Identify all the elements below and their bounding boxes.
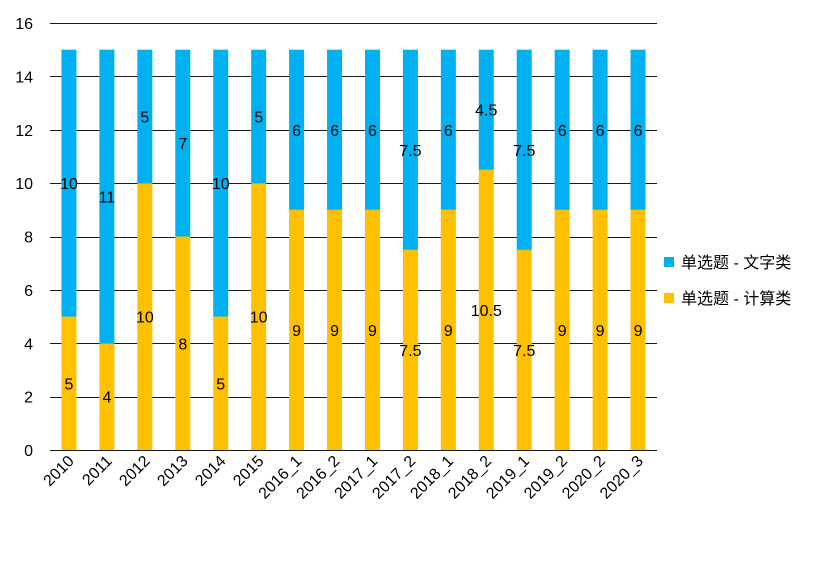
bar-segment bbox=[516, 49, 532, 250]
bar-segment bbox=[99, 49, 115, 344]
bar-segment bbox=[516, 249, 532, 450]
x-axis-tick-labels: 2010 2011 2012 2013 2014 20152016_12016_22017… bbox=[41, 453, 647, 503]
legend-item: 单选题 - 文字类 bbox=[664, 254, 791, 272]
legend-swatch bbox=[664, 257, 674, 267]
data-label: 11 bbox=[99, 189, 116, 206]
y-tick-label: 14 bbox=[15, 69, 33, 86]
y-tick-label: 16 bbox=[15, 16, 33, 33]
bar-segment bbox=[175, 236, 191, 450]
data-label: 10 bbox=[136, 310, 154, 327]
bar-segment bbox=[327, 49, 343, 210]
x-tick-label: 2013 bbox=[154, 453, 191, 490]
y-tick-label: 0 bbox=[24, 443, 33, 460]
bar-segment bbox=[364, 49, 380, 210]
data-label: 9 bbox=[596, 323, 605, 340]
bar-segment bbox=[554, 209, 570, 450]
data-label: 9 bbox=[368, 323, 377, 340]
y-tick-label: 10 bbox=[15, 176, 33, 193]
data-label: 6 bbox=[368, 123, 377, 140]
data-label: 10.5 bbox=[471, 303, 502, 320]
data-label: 9 bbox=[558, 323, 567, 340]
data-label: 9 bbox=[444, 323, 453, 340]
bar-segment bbox=[289, 49, 305, 210]
bar-segment bbox=[478, 169, 494, 450]
bar-segment bbox=[175, 49, 191, 237]
y-tick-label: 2 bbox=[24, 390, 33, 407]
data-label: 6 bbox=[292, 123, 301, 140]
data-label: 8 bbox=[178, 336, 187, 353]
data-label: 9 bbox=[292, 323, 301, 340]
bar-segment bbox=[61, 49, 77, 317]
bar-segment bbox=[251, 49, 267, 184]
data-labels: 5 10 4 11 10 5 8 7 5 10 10 5 9 6 9 6 9 6 7.5 7.5 9 6 10.5 4.5 7.… bbox=[60, 103, 643, 407]
x-tick-label: 2011 bbox=[79, 453, 115, 489]
bar-segment bbox=[402, 49, 418, 250]
y-tick-label: 8 bbox=[24, 230, 33, 247]
bars bbox=[61, 49, 646, 450]
data-label: 5 bbox=[140, 109, 149, 126]
legend-swatch bbox=[664, 293, 674, 303]
bar-segment bbox=[592, 49, 608, 210]
bar-segment bbox=[402, 249, 418, 450]
bar-segment bbox=[213, 316, 229, 450]
bar-segment bbox=[478, 49, 494, 170]
data-label: 6 bbox=[596, 123, 605, 140]
data-label: 6 bbox=[444, 123, 453, 140]
data-label: 7.5 bbox=[513, 343, 535, 360]
bar-segment bbox=[327, 209, 343, 450]
bar-segment bbox=[630, 209, 646, 450]
bar-segment bbox=[137, 49, 153, 184]
x-tick-label: 2020_3 bbox=[597, 453, 647, 503]
bar-segment bbox=[554, 49, 570, 210]
x-tick-label: 2014 bbox=[192, 453, 229, 490]
bar-segment bbox=[99, 343, 115, 450]
x-tick-label: 2012 bbox=[116, 453, 153, 490]
data-label: 7.5 bbox=[399, 343, 421, 360]
data-label: 6 bbox=[634, 123, 643, 140]
data-label: 5 bbox=[254, 109, 263, 126]
data-label: 6 bbox=[330, 123, 339, 140]
legend-item: 单选题 - 计算类 bbox=[664, 289, 791, 308]
data-label: 10 bbox=[60, 176, 78, 193]
data-label: 5 bbox=[65, 376, 74, 393]
bar-segment bbox=[213, 49, 229, 317]
data-label: 10 bbox=[250, 310, 268, 327]
data-label: 4.5 bbox=[475, 103, 497, 120]
x-tick-label: 2010 bbox=[41, 453, 78, 490]
data-label: 9 bbox=[634, 323, 643, 340]
y-tick-label: 4 bbox=[24, 336, 33, 353]
data-label: 9 bbox=[330, 323, 339, 340]
bar-segment bbox=[61, 316, 77, 450]
bar-segment bbox=[289, 209, 305, 450]
bar-segment bbox=[137, 183, 153, 450]
y-tick-label: 12 bbox=[15, 123, 33, 140]
bar-segment bbox=[251, 183, 267, 450]
data-label: 6 bbox=[558, 123, 567, 140]
bar-segment bbox=[440, 49, 456, 210]
data-label: 5 bbox=[216, 376, 225, 393]
y-axis-tick-labels: 0 2 4 6 8 10 12 14 16 bbox=[15, 16, 33, 460]
data-label: 7 bbox=[178, 136, 187, 153]
y-tick-label: 6 bbox=[24, 283, 33, 300]
bar-segment bbox=[630, 49, 646, 210]
data-label: 4 bbox=[102, 390, 111, 407]
data-label: 7.5 bbox=[513, 143, 535, 160]
bar-segment bbox=[364, 209, 380, 450]
bar-segment bbox=[592, 209, 608, 450]
bar-segment bbox=[440, 209, 456, 450]
legend-label: 单选题 - 计算类 bbox=[681, 289, 791, 308]
data-label: 7.5 bbox=[399, 143, 421, 160]
data-label: 10 bbox=[212, 176, 230, 193]
legend-label: 单选题 - 文字类 bbox=[681, 254, 791, 272]
